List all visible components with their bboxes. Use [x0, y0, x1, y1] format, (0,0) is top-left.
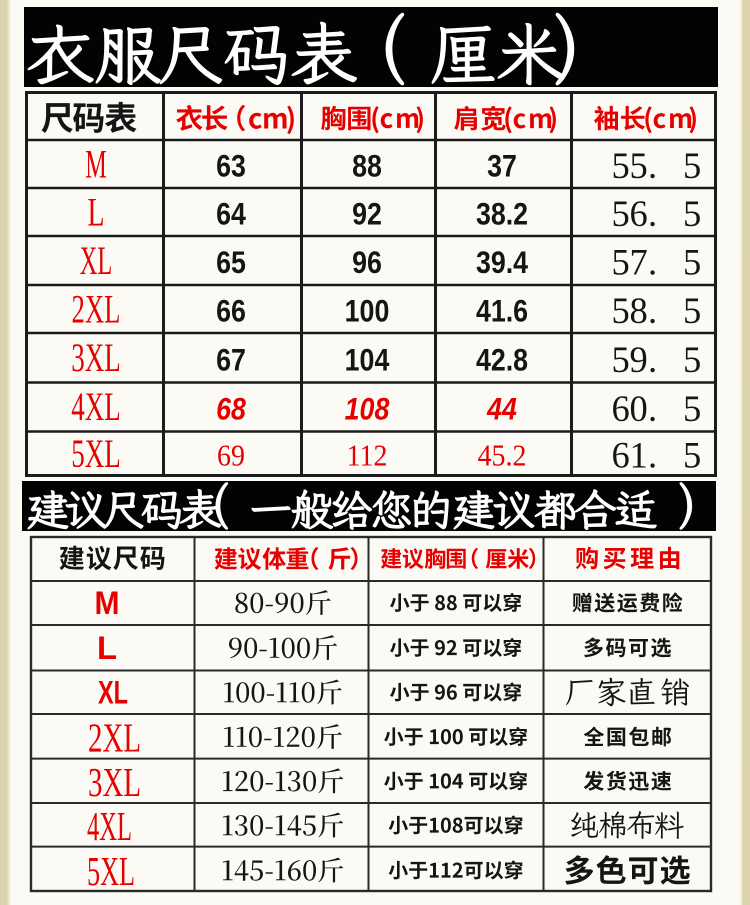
svg-text:67: 67 — [216, 343, 246, 377]
svg-text:.: . — [648, 145, 657, 186]
svg-text:63: 63 — [216, 150, 246, 184]
svg-text:8: 8 — [630, 290, 648, 331]
svg-text:42.8: 42.8 — [476, 343, 528, 377]
svg-text:5: 5 — [612, 145, 630, 186]
svg-text:39.4: 39.4 — [476, 246, 529, 280]
svg-text:104: 104 — [345, 343, 390, 377]
svg-text:2XL: 2XL — [72, 286, 121, 331]
svg-text:M: M — [85, 141, 107, 186]
svg-text:7: 7 — [630, 242, 648, 283]
svg-text:6: 6 — [630, 193, 648, 234]
svg-text:1: 1 — [630, 435, 648, 476]
svg-text:96: 96 — [352, 246, 382, 280]
svg-text:5: 5 — [683, 145, 701, 186]
svg-text:L: L — [88, 189, 105, 234]
svg-text:66: 66 — [216, 295, 246, 329]
svg-text:4XL: 4XL — [87, 803, 132, 849]
svg-text:112: 112 — [347, 439, 388, 473]
svg-text:XL: XL — [80, 238, 113, 283]
svg-text:5: 5 — [612, 242, 630, 283]
svg-text:L: L — [97, 630, 117, 666]
svg-text:.: . — [648, 290, 657, 331]
svg-text:5: 5 — [683, 242, 701, 283]
svg-text:5: 5 — [683, 290, 701, 331]
svg-text:5: 5 — [612, 193, 630, 234]
svg-text:5: 5 — [683, 388, 701, 429]
svg-text:37: 37 — [487, 150, 517, 184]
svg-text:.: . — [648, 193, 657, 234]
svg-text:5: 5 — [612, 290, 630, 331]
svg-text:44: 44 — [486, 392, 517, 426]
svg-text:.: . — [648, 242, 657, 283]
svg-text:3XL: 3XL — [88, 759, 141, 805]
svg-text:5XL: 5XL — [87, 848, 135, 894]
svg-text:5XL: 5XL — [71, 431, 121, 476]
svg-text:92: 92 — [352, 198, 382, 232]
svg-text:68: 68 — [216, 392, 246, 426]
svg-text:6: 6 — [612, 388, 630, 429]
svg-text:69: 69 — [217, 439, 245, 473]
svg-text:2XL: 2XL — [88, 715, 141, 761]
svg-text:6: 6 — [612, 435, 630, 476]
svg-text:0: 0 — [630, 388, 648, 429]
svg-text:.: . — [648, 388, 657, 429]
svg-text:41.6: 41.6 — [476, 295, 528, 329]
svg-text:XL: XL — [98, 674, 128, 710]
svg-text:45.2: 45.2 — [478, 439, 527, 473]
svg-text:4XL: 4XL — [71, 384, 121, 429]
svg-text:M: M — [95, 585, 120, 621]
svg-text:5: 5 — [683, 435, 701, 476]
svg-text:108: 108 — [345, 392, 390, 426]
svg-text:88: 88 — [352, 150, 382, 184]
svg-text:65: 65 — [216, 246, 246, 280]
svg-text:9: 9 — [630, 339, 648, 380]
svg-text:100: 100 — [345, 295, 390, 329]
svg-text:64: 64 — [216, 198, 246, 232]
svg-text:5: 5 — [630, 145, 648, 186]
svg-text:5: 5 — [683, 339, 701, 380]
svg-text:38.2: 38.2 — [476, 198, 528, 232]
svg-text:5: 5 — [612, 339, 630, 380]
svg-text:.: . — [648, 435, 657, 476]
svg-text:5: 5 — [683, 193, 701, 234]
svg-text:3XL: 3XL — [71, 335, 121, 380]
svg-text:.: . — [648, 339, 657, 380]
